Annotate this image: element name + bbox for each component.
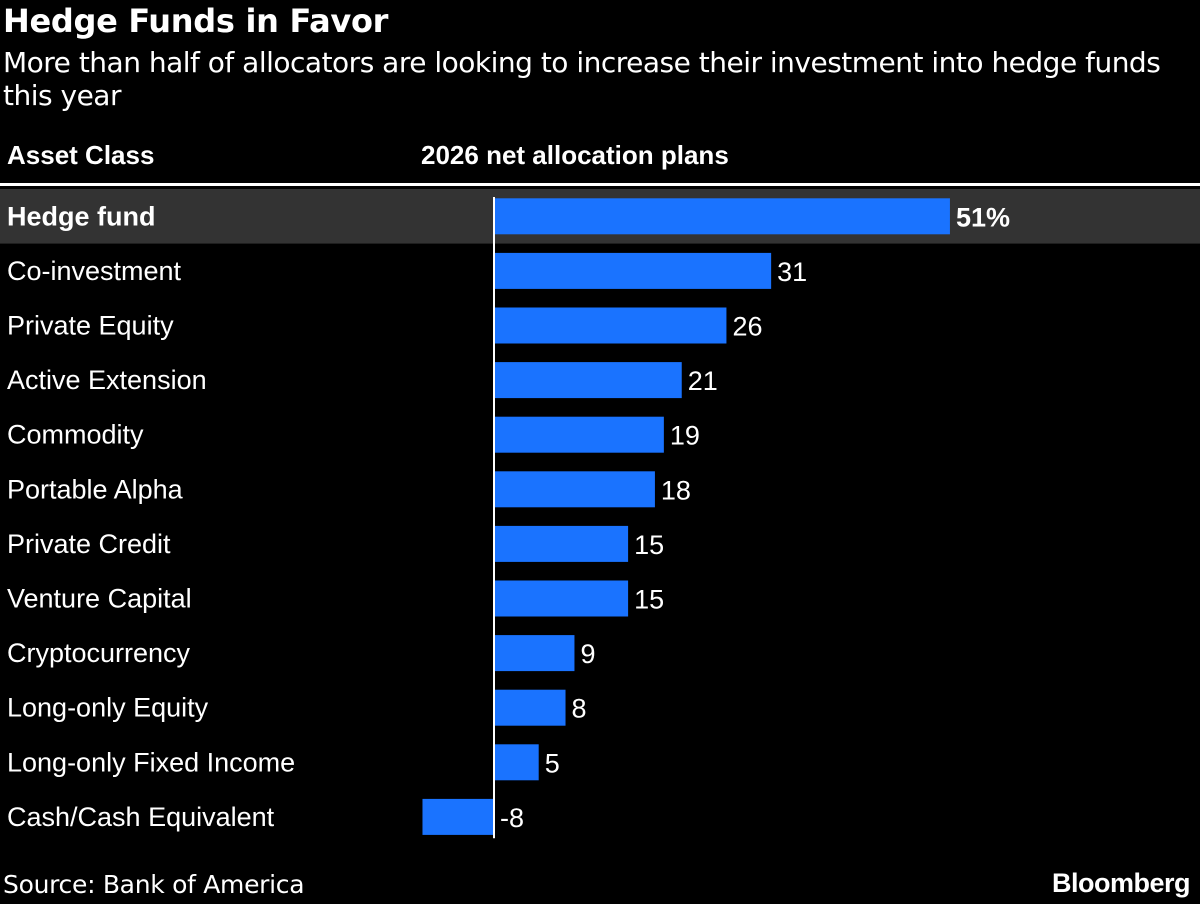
data-label: 8: [572, 694, 587, 724]
bar: [494, 416, 664, 453]
source-note: Source: Bank of America: [3, 870, 305, 899]
bar: [494, 307, 727, 344]
bar: [494, 198, 950, 235]
category-label: Active Extension: [7, 365, 207, 395]
bar: [494, 252, 772, 289]
bar: [422, 798, 494, 835]
category-label: Long-only Fixed Income: [7, 747, 295, 777]
data-label: 51%: [956, 202, 1010, 232]
category-label: Co-investment: [7, 256, 182, 286]
data-label: 21: [688, 366, 718, 396]
bar: [494, 635, 575, 672]
category-label: Portable Alpha: [7, 474, 184, 504]
bar: [494, 525, 629, 562]
data-label: 31: [777, 257, 807, 287]
chart-title: Hedge Funds in Favor: [3, 2, 389, 40]
data-label: -8: [500, 803, 524, 833]
bar: [494, 744, 539, 781]
category-label: Venture Capital: [7, 584, 192, 614]
category-label: Private Credit: [7, 529, 171, 559]
category-label: Private Equity: [7, 311, 174, 341]
bar: [494, 471, 655, 508]
data-label: 26: [732, 312, 762, 342]
bloomberg-logo: Bloomberg: [1051, 868, 1191, 898]
header-divider: [0, 183, 1200, 186]
chart-subtitle: More than half of allocators are looking…: [3, 46, 1161, 112]
data-label: 15: [634, 530, 664, 560]
bar: [494, 362, 682, 399]
category-label: Commodity: [7, 420, 144, 450]
data-label: 15: [634, 585, 664, 615]
category-label: Cash/Cash Equivalent: [7, 802, 275, 832]
category-column-header: Asset Class: [7, 140, 155, 170]
data-label: 9: [580, 639, 595, 669]
bar: [494, 580, 629, 617]
data-label: 19: [670, 421, 700, 451]
data-label: 18: [661, 475, 691, 505]
category-label: Hedge fund: [7, 201, 156, 231]
category-label: Cryptocurrency: [7, 638, 191, 668]
data-label: 5: [545, 748, 560, 778]
value-column-header: 2026 net allocation plans: [421, 140, 729, 170]
category-label: Long-only Equity: [7, 693, 209, 723]
bar: [494, 689, 566, 726]
